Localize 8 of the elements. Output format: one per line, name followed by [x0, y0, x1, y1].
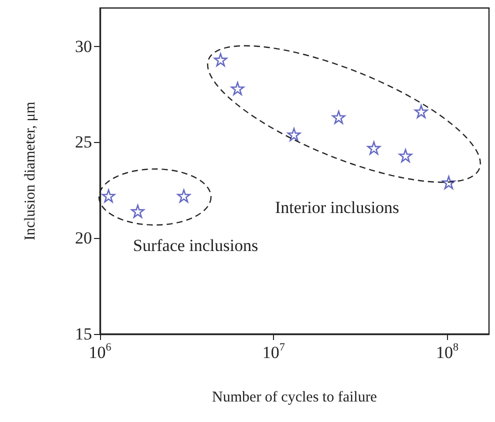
y-tick-label: 15: [75, 324, 92, 344]
y-tick-label: 30: [75, 36, 92, 56]
y-tick-label: 20: [75, 228, 92, 248]
y-axis-title: Inclusion diameter, μm: [22, 101, 38, 240]
y-tick-label: 25: [75, 132, 92, 152]
x-axis-title: Number of cycles to failure: [212, 390, 378, 406]
annotation: Surface inclusions: [133, 236, 258, 255]
annotation: Interior inclusions: [275, 198, 400, 217]
